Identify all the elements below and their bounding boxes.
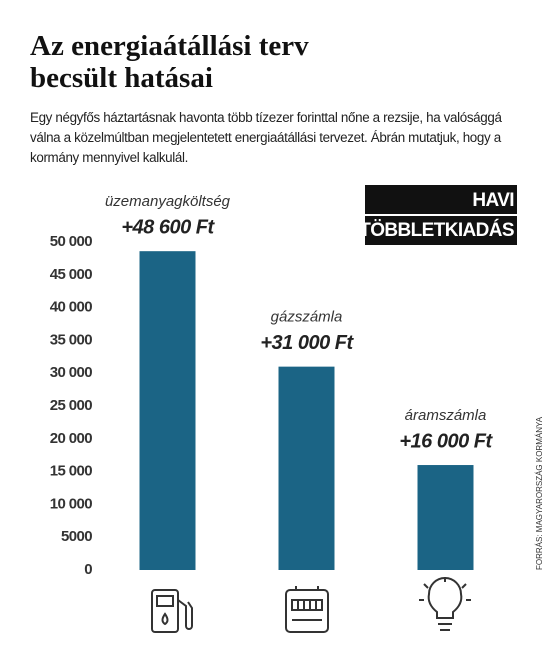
y-tick-label: 40 000 [50,299,93,316]
chart-subtitle: Egy négyfős háztartásnak havonta több tí… [30,110,502,165]
fuel-icon [151,589,193,633]
category-label: áramszámla [405,407,487,424]
y-tick-label: 30 000 [50,364,93,381]
source: FORRÁS: MAGYARORSZÁG KORMÁNYA [535,416,544,570]
bar [278,366,335,570]
value-label: +16 000 Ft [399,430,493,452]
bar [417,465,474,570]
bulb-icon [419,577,471,631]
value-label: +31 000 Ft [260,332,354,354]
badge-box [365,185,517,214]
badge-box [365,216,517,245]
value-label: +48 600 Ft [121,216,215,238]
y-tick-label: 20 000 [50,430,93,447]
y-tick-label: 25 000 [50,397,93,414]
badge-text: HAVI [472,190,514,211]
bar [139,251,196,570]
badge-text: TÖBBLETKIADÁS [359,219,514,241]
y-tick-label: 50 000 [50,233,93,250]
y-tick-label: 10 000 [50,495,93,512]
y-tick-label: 5000 [61,528,92,545]
y-tick-label: 35 000 [50,331,93,348]
chart-title: Az energiaátállási terv becsült hatásai [30,30,309,94]
y-tick-label: 15 000 [50,463,93,480]
category-label: gázszámla [271,309,343,326]
y-tick-label: 45 000 [50,266,93,283]
y-tick-label: 0 [84,561,92,578]
gas-meter-icon [285,586,329,633]
category-label: üzemanyagköltség [105,193,231,210]
